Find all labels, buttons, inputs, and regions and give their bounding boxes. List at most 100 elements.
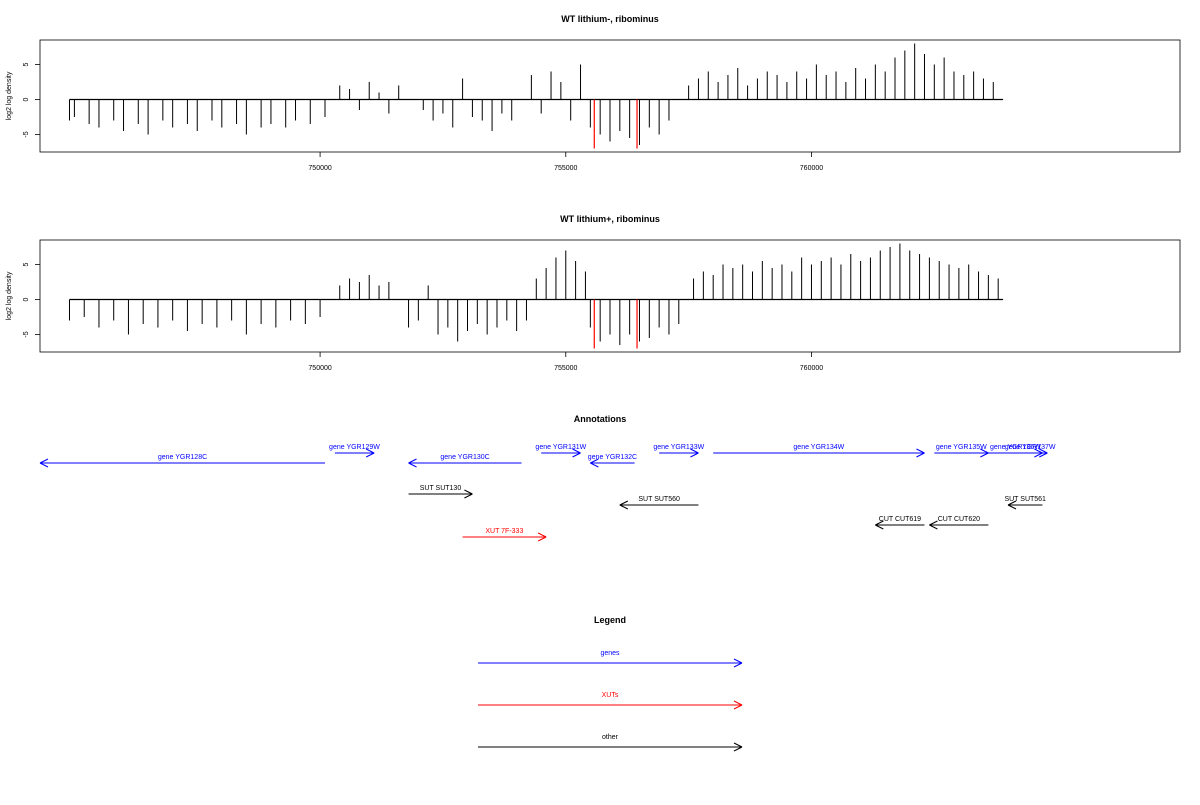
annotation-arrow-head [980, 452, 989, 458]
annotation-other: SUT SUT561 [1004, 496, 1046, 510]
annotation-arrow-head [929, 520, 938, 526]
legend-label: XUTs [602, 692, 619, 699]
legend-entry-other: other [478, 734, 743, 752]
x-tick-label: 750000 [308, 165, 331, 172]
annotation-arrow-head [875, 520, 884, 526]
annotations-title: Annotations [574, 414, 627, 424]
annotation-gene: gene YGR135W [934, 444, 989, 458]
chart-title: WT lithium+, ribominus [560, 214, 660, 224]
y-tick-label: -5 [23, 331, 30, 337]
annotation-gene: gene YGR132C [588, 454, 637, 468]
annotation-arrow-head [1034, 448, 1043, 454]
annotation-arrow-head [690, 452, 699, 458]
annotation-arrow-head [1007, 504, 1017, 510]
annotation-arrow-head [464, 489, 473, 495]
annotation-other: CUT CUT620 [929, 516, 989, 530]
legend-arrow-head [733, 662, 743, 668]
annotation-arrow-head [365, 448, 375, 454]
annotation-label: gene YGR133W [653, 444, 704, 451]
annotation-arrow-head [916, 452, 925, 458]
chart-title: WT lithium-, ribominus [561, 14, 659, 24]
x-tick-label: 760000 [800, 365, 823, 372]
annotation-label: gene YGR135W [936, 444, 987, 451]
annotation-label: CUT CUT620 [938, 516, 980, 523]
plot-frame [39, 39, 1181, 153]
legend-entry-xut: XUTs [478, 692, 743, 710]
annotation-gene: gene YGR137W [1005, 444, 1056, 458]
annotation-gene: gene YGR131W [535, 444, 587, 458]
annotation-label: gene YGR129W [329, 444, 380, 451]
annotation-gene: gene YGR128C [39, 454, 325, 468]
annotation-label: SUT SUT130 [420, 485, 462, 492]
y-tick-label: -5 [23, 131, 30, 137]
plot-frame [39, 239, 1181, 353]
annotation-label: CUT CUT619 [879, 516, 921, 523]
annotation-label: SUT SUT560 [638, 496, 680, 503]
annotation-arrow-head [39, 458, 49, 464]
annotation-arrow-head [408, 458, 417, 464]
annotation-arrow-head [929, 524, 938, 530]
annotation-xut: XUT 7F-333 [462, 528, 547, 542]
annotation-arrow-head [590, 458, 599, 464]
legend-arrow-head [733, 700, 743, 706]
annotation-label: SUT SUT561 [1004, 496, 1046, 503]
annotation-arrow-head [408, 462, 417, 468]
annotation-arrow-head [916, 448, 925, 454]
legend-label: other [602, 734, 619, 741]
annotation-other: SUT SUT560 [619, 496, 699, 510]
y-tick-label: 0 [23, 97, 30, 101]
annotation-gene: gene YGR134W [713, 444, 925, 458]
x-tick-label: 755000 [554, 365, 577, 372]
annotation-label: gene YGR130C [440, 454, 489, 461]
y-tick-label: 0 [23, 297, 30, 301]
annotation-gene: gene YGR129W [329, 444, 380, 458]
legend-panel: Legend genes XUTs other [478, 615, 743, 752]
y-axis-label: log2 log density [6, 71, 13, 120]
legend-arrow-head [733, 704, 743, 710]
legend-arrow-head [733, 658, 743, 664]
legend-title: Legend [594, 615, 626, 625]
annotation-arrow-head [572, 448, 581, 454]
annotation-other: CUT CUT619 [875, 516, 925, 530]
annotation-arrow-head [875, 524, 884, 530]
annotation-arrow-head [590, 462, 599, 468]
legend-arrow-head [733, 746, 743, 752]
annotation-arrow-head [619, 500, 629, 506]
x-tick-label: 760000 [800, 165, 823, 172]
annotation-arrow-head [464, 493, 473, 499]
annotation-arrow-head [365, 452, 375, 458]
annotation-arrow-head [690, 448, 699, 454]
annotation-arrow-head [39, 462, 49, 468]
annotation-other: SUT SUT130 [408, 485, 473, 499]
annotation-label: gene YGR137W [1005, 444, 1056, 451]
track-panel-lithium-minus: WT lithium-, ribominus log2 log density -5… [6, 14, 1181, 172]
annotation-gene: gene YGR133W [653, 444, 705, 458]
track-panel-lithium-plus: WT lithium+, ribominus log2 log density -5… [6, 214, 1181, 372]
annotation-arrow-head [980, 448, 989, 454]
legend-label: genes [600, 650, 620, 657]
annotation-arrow-head [537, 532, 547, 538]
annotation-label: gene YGR134W [793, 444, 844, 451]
annotation-label: gene YGR131W [535, 444, 586, 451]
annotation-arrow-head [1039, 448, 1048, 454]
y-tick-label: 5 [23, 262, 30, 266]
annotation-label: gene YGR128C [158, 454, 207, 461]
legend-entry-gene: genes [478, 650, 743, 668]
x-tick-label: 755000 [554, 165, 577, 172]
y-tick-label: 5 [23, 62, 30, 66]
annotation-label: XUT 7F-333 [485, 528, 523, 535]
annotation-label: gene YGR136W [990, 444, 1041, 451]
annotation-gene: gene YGR130C [408, 454, 522, 468]
y-axis-label: log2 log density [6, 271, 13, 320]
annotation-arrow-head [1007, 500, 1017, 506]
x-tick-label: 750000 [308, 365, 331, 372]
annotation-arrow-head [537, 536, 547, 542]
annotation-label: gene YGR132C [588, 454, 637, 461]
annotations-panel: Annotations gene YGR128C gene YGR129W gene … [39, 414, 1056, 542]
annotation-arrow-head [572, 452, 581, 458]
annotation-arrow-head [1039, 452, 1048, 458]
annotation-arrow-head [1034, 452, 1043, 458]
annotation-arrow-head [619, 504, 629, 510]
